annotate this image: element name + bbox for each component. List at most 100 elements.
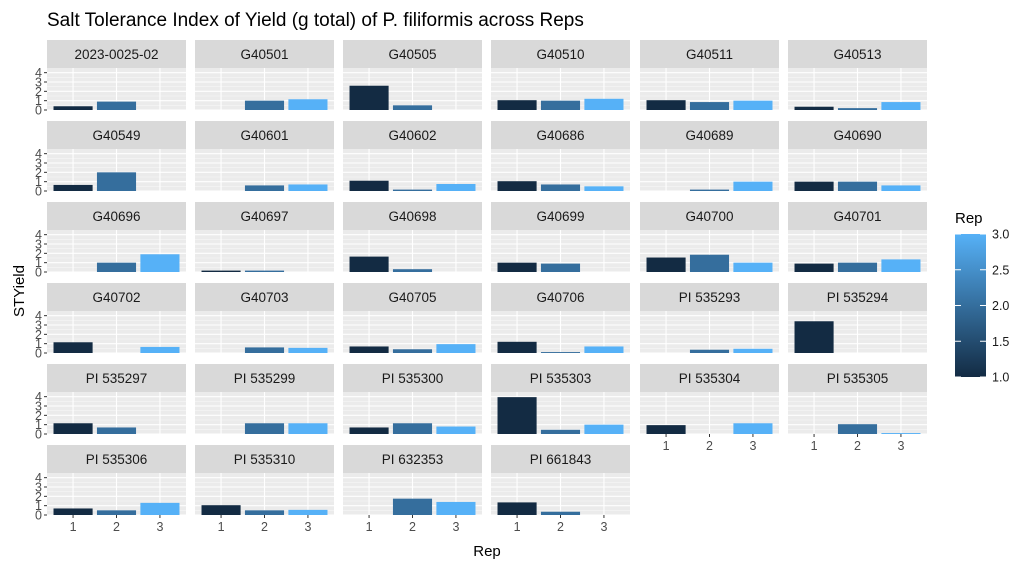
facet-strip-label: PI 632353 bbox=[382, 452, 444, 467]
bar bbox=[96, 101, 137, 110]
x-tick-label: 2 bbox=[113, 520, 120, 534]
y-tick-label: 2 bbox=[35, 409, 42, 423]
facet-strip bbox=[47, 445, 186, 473]
facet-strip-label: G40510 bbox=[536, 47, 584, 62]
facet-strip bbox=[788, 40, 927, 68]
y-tick-label: 0 bbox=[35, 185, 42, 199]
facet-strip bbox=[343, 364, 482, 392]
bar bbox=[733, 100, 773, 110]
y-tick-label: 0 bbox=[35, 104, 42, 118]
y-tick-label: 4 bbox=[35, 66, 42, 80]
bar bbox=[349, 85, 389, 110]
bar bbox=[733, 423, 773, 434]
bar bbox=[540, 263, 581, 272]
bar bbox=[646, 100, 686, 110]
y-tick-label: 2 bbox=[35, 247, 42, 261]
legend-tick-label: 1.0 bbox=[992, 371, 1009, 385]
y-tick-label: 3 bbox=[35, 319, 42, 333]
facet-strip bbox=[195, 364, 334, 392]
bar bbox=[881, 259, 921, 272]
y-axis-title: STYield bbox=[11, 265, 28, 317]
bar bbox=[140, 254, 180, 272]
bar bbox=[540, 100, 581, 110]
bar bbox=[140, 502, 180, 515]
y-tick-label: 4 bbox=[35, 390, 42, 404]
y-tick-label: 3 bbox=[35, 238, 42, 252]
x-tick-label: 3 bbox=[897, 439, 904, 453]
facet-strip-label: G40601 bbox=[240, 128, 288, 143]
bar bbox=[244, 510, 285, 515]
bar bbox=[288, 509, 328, 515]
facet-strip-label: G40513 bbox=[833, 47, 881, 62]
x-tick-label: 2 bbox=[409, 520, 416, 534]
facet-strip bbox=[491, 121, 630, 149]
bar bbox=[646, 257, 686, 272]
facet-strip-label: PI 535299 bbox=[234, 371, 296, 386]
y-tick-label: 1 bbox=[35, 337, 42, 351]
bar bbox=[53, 184, 93, 191]
x-tick-label: 1 bbox=[218, 520, 225, 534]
facet-strip-label: G40696 bbox=[92, 209, 140, 224]
y-tick-label: 3 bbox=[35, 76, 42, 90]
x-tick-label: 2 bbox=[854, 439, 861, 453]
bar bbox=[540, 352, 581, 353]
facet-strip-label: G40699 bbox=[536, 209, 584, 224]
bar bbox=[96, 510, 137, 515]
facet-strip-label: PI 535303 bbox=[530, 371, 592, 386]
legend: Rep 1.0 1.5 2.0 2.5 3.0 bbox=[955, 210, 1009, 385]
facet-strip-label: PI 535294 bbox=[827, 290, 889, 305]
y-tick-label: 0 bbox=[35, 509, 42, 523]
y-tick-label: 2 bbox=[35, 166, 42, 180]
bar bbox=[881, 102, 921, 110]
bar bbox=[96, 172, 137, 191]
facet-strip bbox=[343, 445, 482, 473]
bar bbox=[392, 105, 433, 110]
facet-strip-label: G40697 bbox=[240, 209, 288, 224]
y-tick-label: 0 bbox=[35, 266, 42, 280]
facet-strip-label: G40602 bbox=[388, 128, 436, 143]
bar bbox=[140, 346, 180, 353]
facet-strip bbox=[491, 364, 630, 392]
facet-strip-label: G40702 bbox=[92, 290, 140, 305]
bar bbox=[96, 262, 137, 272]
bar bbox=[349, 427, 389, 434]
bar bbox=[392, 498, 433, 515]
facet-strip bbox=[343, 283, 482, 311]
facet-strip-label: PI 535297 bbox=[86, 371, 148, 386]
bar bbox=[349, 256, 389, 272]
facet-strip bbox=[195, 121, 334, 149]
facet-strip bbox=[640, 364, 779, 392]
x-tick-label: 3 bbox=[749, 439, 756, 453]
x-tick-label: 1 bbox=[70, 520, 77, 534]
bar bbox=[497, 262, 537, 272]
legend-tick-label: 2.5 bbox=[992, 263, 1009, 277]
facet-strip bbox=[491, 283, 630, 311]
bar bbox=[584, 186, 624, 191]
y-tick-label: 4 bbox=[35, 471, 42, 485]
bar bbox=[733, 262, 773, 272]
bar bbox=[584, 98, 624, 110]
bar bbox=[436, 426, 476, 434]
facet-strip bbox=[195, 40, 334, 68]
bar bbox=[794, 321, 834, 353]
facet-strip-label: G40689 bbox=[685, 128, 733, 143]
facet-strip-label: PI 661843 bbox=[530, 452, 592, 467]
bar bbox=[53, 342, 93, 353]
facet-strip bbox=[788, 202, 927, 230]
facet-strip-label: G40549 bbox=[92, 128, 140, 143]
bar bbox=[689, 349, 730, 353]
bar bbox=[96, 427, 137, 434]
bar bbox=[733, 181, 773, 191]
facet-strip bbox=[788, 364, 927, 392]
bar bbox=[689, 254, 730, 272]
facet-strip-label: G40505 bbox=[388, 47, 436, 62]
facet-strip bbox=[47, 40, 186, 68]
facet-strip-label: PI 535293 bbox=[679, 290, 741, 305]
facet-strip bbox=[343, 40, 482, 68]
bar bbox=[392, 423, 433, 434]
bar bbox=[288, 347, 328, 353]
facet-strip bbox=[195, 202, 334, 230]
bar bbox=[288, 423, 328, 434]
bar bbox=[288, 99, 328, 110]
